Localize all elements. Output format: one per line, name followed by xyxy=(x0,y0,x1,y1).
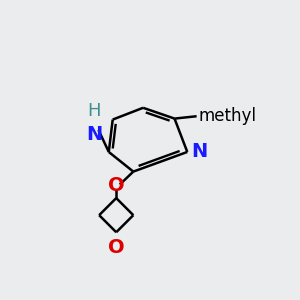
Text: O: O xyxy=(108,238,124,256)
Text: methyl: methyl xyxy=(199,107,257,125)
Text: O: O xyxy=(108,176,124,195)
Text: N: N xyxy=(191,142,207,161)
Text: N: N xyxy=(86,125,102,145)
Text: H: H xyxy=(87,103,101,121)
